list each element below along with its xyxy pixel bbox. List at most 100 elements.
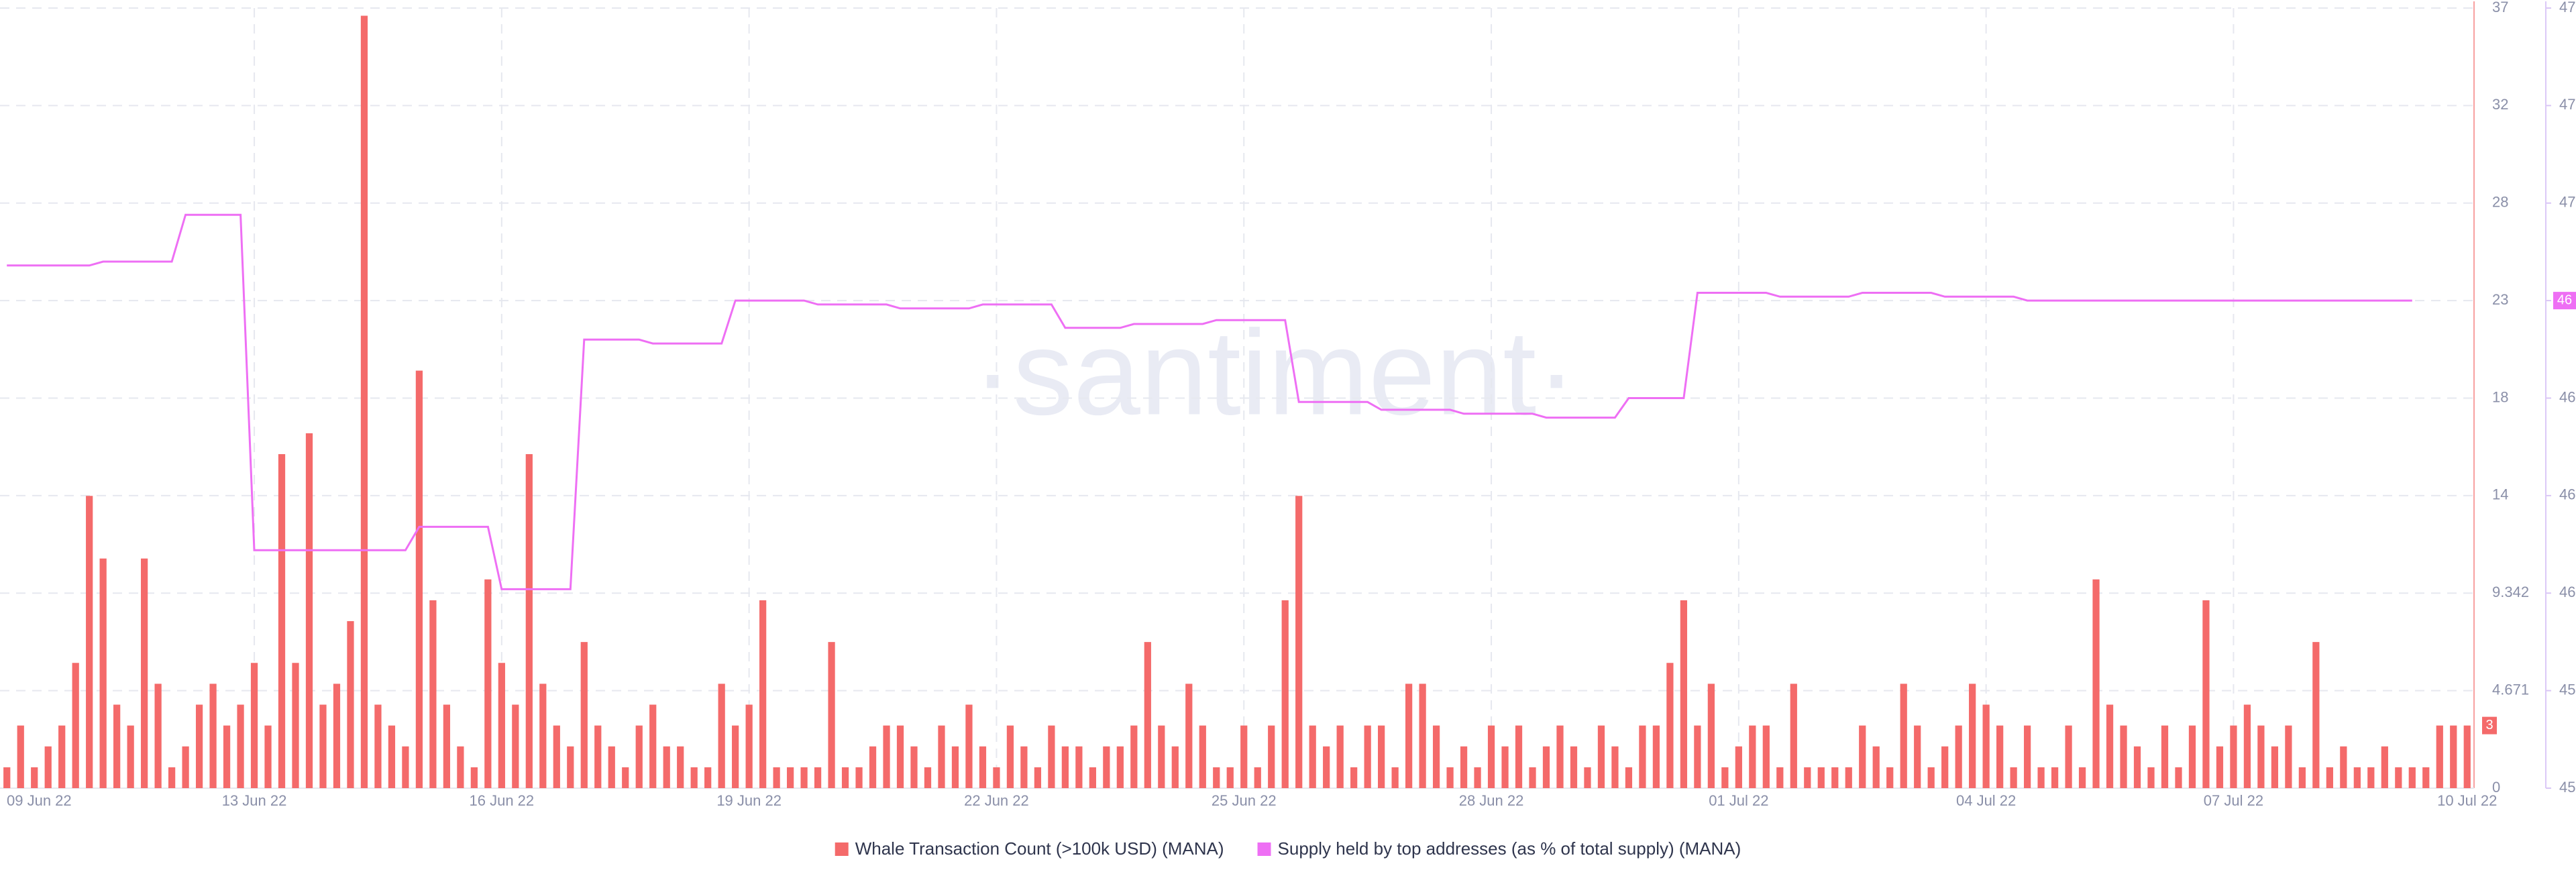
y2-tick-label: 47 — [2559, 96, 2575, 113]
bar — [141, 558, 148, 788]
bar — [1790, 684, 1797, 788]
bar — [1859, 725, 1866, 788]
bar — [2230, 725, 2237, 788]
bar — [2463, 725, 2471, 788]
bar — [1969, 684, 1976, 788]
bar — [347, 621, 354, 788]
bar — [2133, 746, 2141, 788]
bar — [333, 684, 341, 788]
y-tick-label: 23 — [2492, 291, 2508, 308]
bar — [113, 704, 121, 788]
bar — [1254, 767, 1261, 788]
x-tick-label: 19 Jun 22 — [716, 792, 782, 809]
bar — [1694, 725, 1701, 788]
bar — [1625, 767, 1633, 788]
bar — [951, 746, 959, 788]
bar — [1405, 684, 1413, 788]
bar — [2120, 725, 2127, 788]
bar — [195, 704, 203, 788]
bar — [1185, 684, 1193, 788]
bar — [2188, 725, 2196, 788]
bar — [1226, 767, 1234, 788]
y2-tick-label: 47 — [2559, 0, 2575, 15]
bar — [154, 684, 162, 788]
y-tick-label: 14 — [2492, 486, 2508, 503]
y-tick-label: 0 — [2492, 779, 2500, 796]
bar — [883, 725, 890, 788]
bar — [319, 704, 327, 788]
bar — [2161, 725, 2169, 788]
bar — [745, 704, 753, 788]
y2-tick-label: 45 — [2559, 779, 2575, 796]
bar — [993, 767, 1000, 788]
bar — [1158, 725, 1165, 788]
bar — [1144, 642, 1151, 788]
bar — [402, 746, 409, 788]
y-tick-label: 32 — [2492, 96, 2508, 113]
bar — [1474, 767, 1481, 788]
bar — [1446, 767, 1454, 788]
bar — [1199, 725, 1206, 788]
bar — [896, 725, 904, 788]
value-badge — [2482, 716, 2497, 734]
bar — [2023, 725, 2031, 788]
bar — [223, 725, 231, 788]
value-badge — [2553, 292, 2576, 310]
bar — [31, 767, 38, 788]
bar — [608, 746, 615, 788]
bar — [1350, 767, 1358, 788]
bar — [1006, 725, 1014, 788]
bar — [649, 704, 657, 788]
bar — [525, 454, 533, 788]
bar — [1707, 684, 1715, 788]
bar — [86, 496, 93, 788]
bar — [1336, 725, 1344, 788]
bar — [498, 663, 505, 788]
bar — [484, 579, 492, 788]
bar — [1680, 600, 1688, 788]
bar — [1639, 725, 1646, 788]
bar — [1762, 725, 1770, 788]
bar — [1213, 767, 1220, 788]
bar — [2285, 725, 2292, 788]
bar — [1749, 725, 1756, 788]
bar — [938, 725, 945, 788]
bar — [127, 725, 134, 788]
bar — [2298, 767, 2306, 788]
bar — [663, 746, 670, 788]
bar — [1914, 725, 1921, 788]
bar — [2408, 767, 2416, 788]
bar — [622, 767, 629, 788]
bar — [1295, 496, 1303, 788]
bar — [1721, 767, 1729, 788]
legend-label: Whale Transaction Count (>100k USD) (MAN… — [855, 838, 1224, 859]
bar — [965, 704, 973, 788]
bar — [360, 15, 368, 788]
bar — [2065, 725, 2072, 788]
value-badge-label: 46 — [2557, 292, 2572, 307]
bar — [580, 642, 588, 788]
bar — [429, 600, 437, 788]
bar — [1309, 725, 1316, 788]
bar — [1776, 767, 1784, 788]
bar — [457, 746, 464, 788]
bar — [2312, 642, 2320, 788]
bar — [2422, 767, 2430, 788]
bar — [209, 684, 217, 788]
bar — [1886, 767, 1894, 788]
x-tick-label: 09 Jun 22 — [7, 792, 72, 809]
bar — [1831, 767, 1839, 788]
x-tick-label: 25 Jun 22 — [1212, 792, 1277, 809]
bar — [704, 767, 712, 788]
bar — [1515, 725, 1523, 788]
y2-tick-label: 46 — [2559, 388, 2575, 405]
bar — [1460, 746, 1468, 788]
bar — [2395, 767, 2402, 788]
bar — [415, 370, 423, 788]
bar — [2436, 725, 2443, 788]
y2-tick-label: 45 — [2559, 681, 2575, 698]
bar — [1268, 725, 1275, 788]
bar — [594, 725, 602, 788]
bar — [1364, 725, 1371, 788]
